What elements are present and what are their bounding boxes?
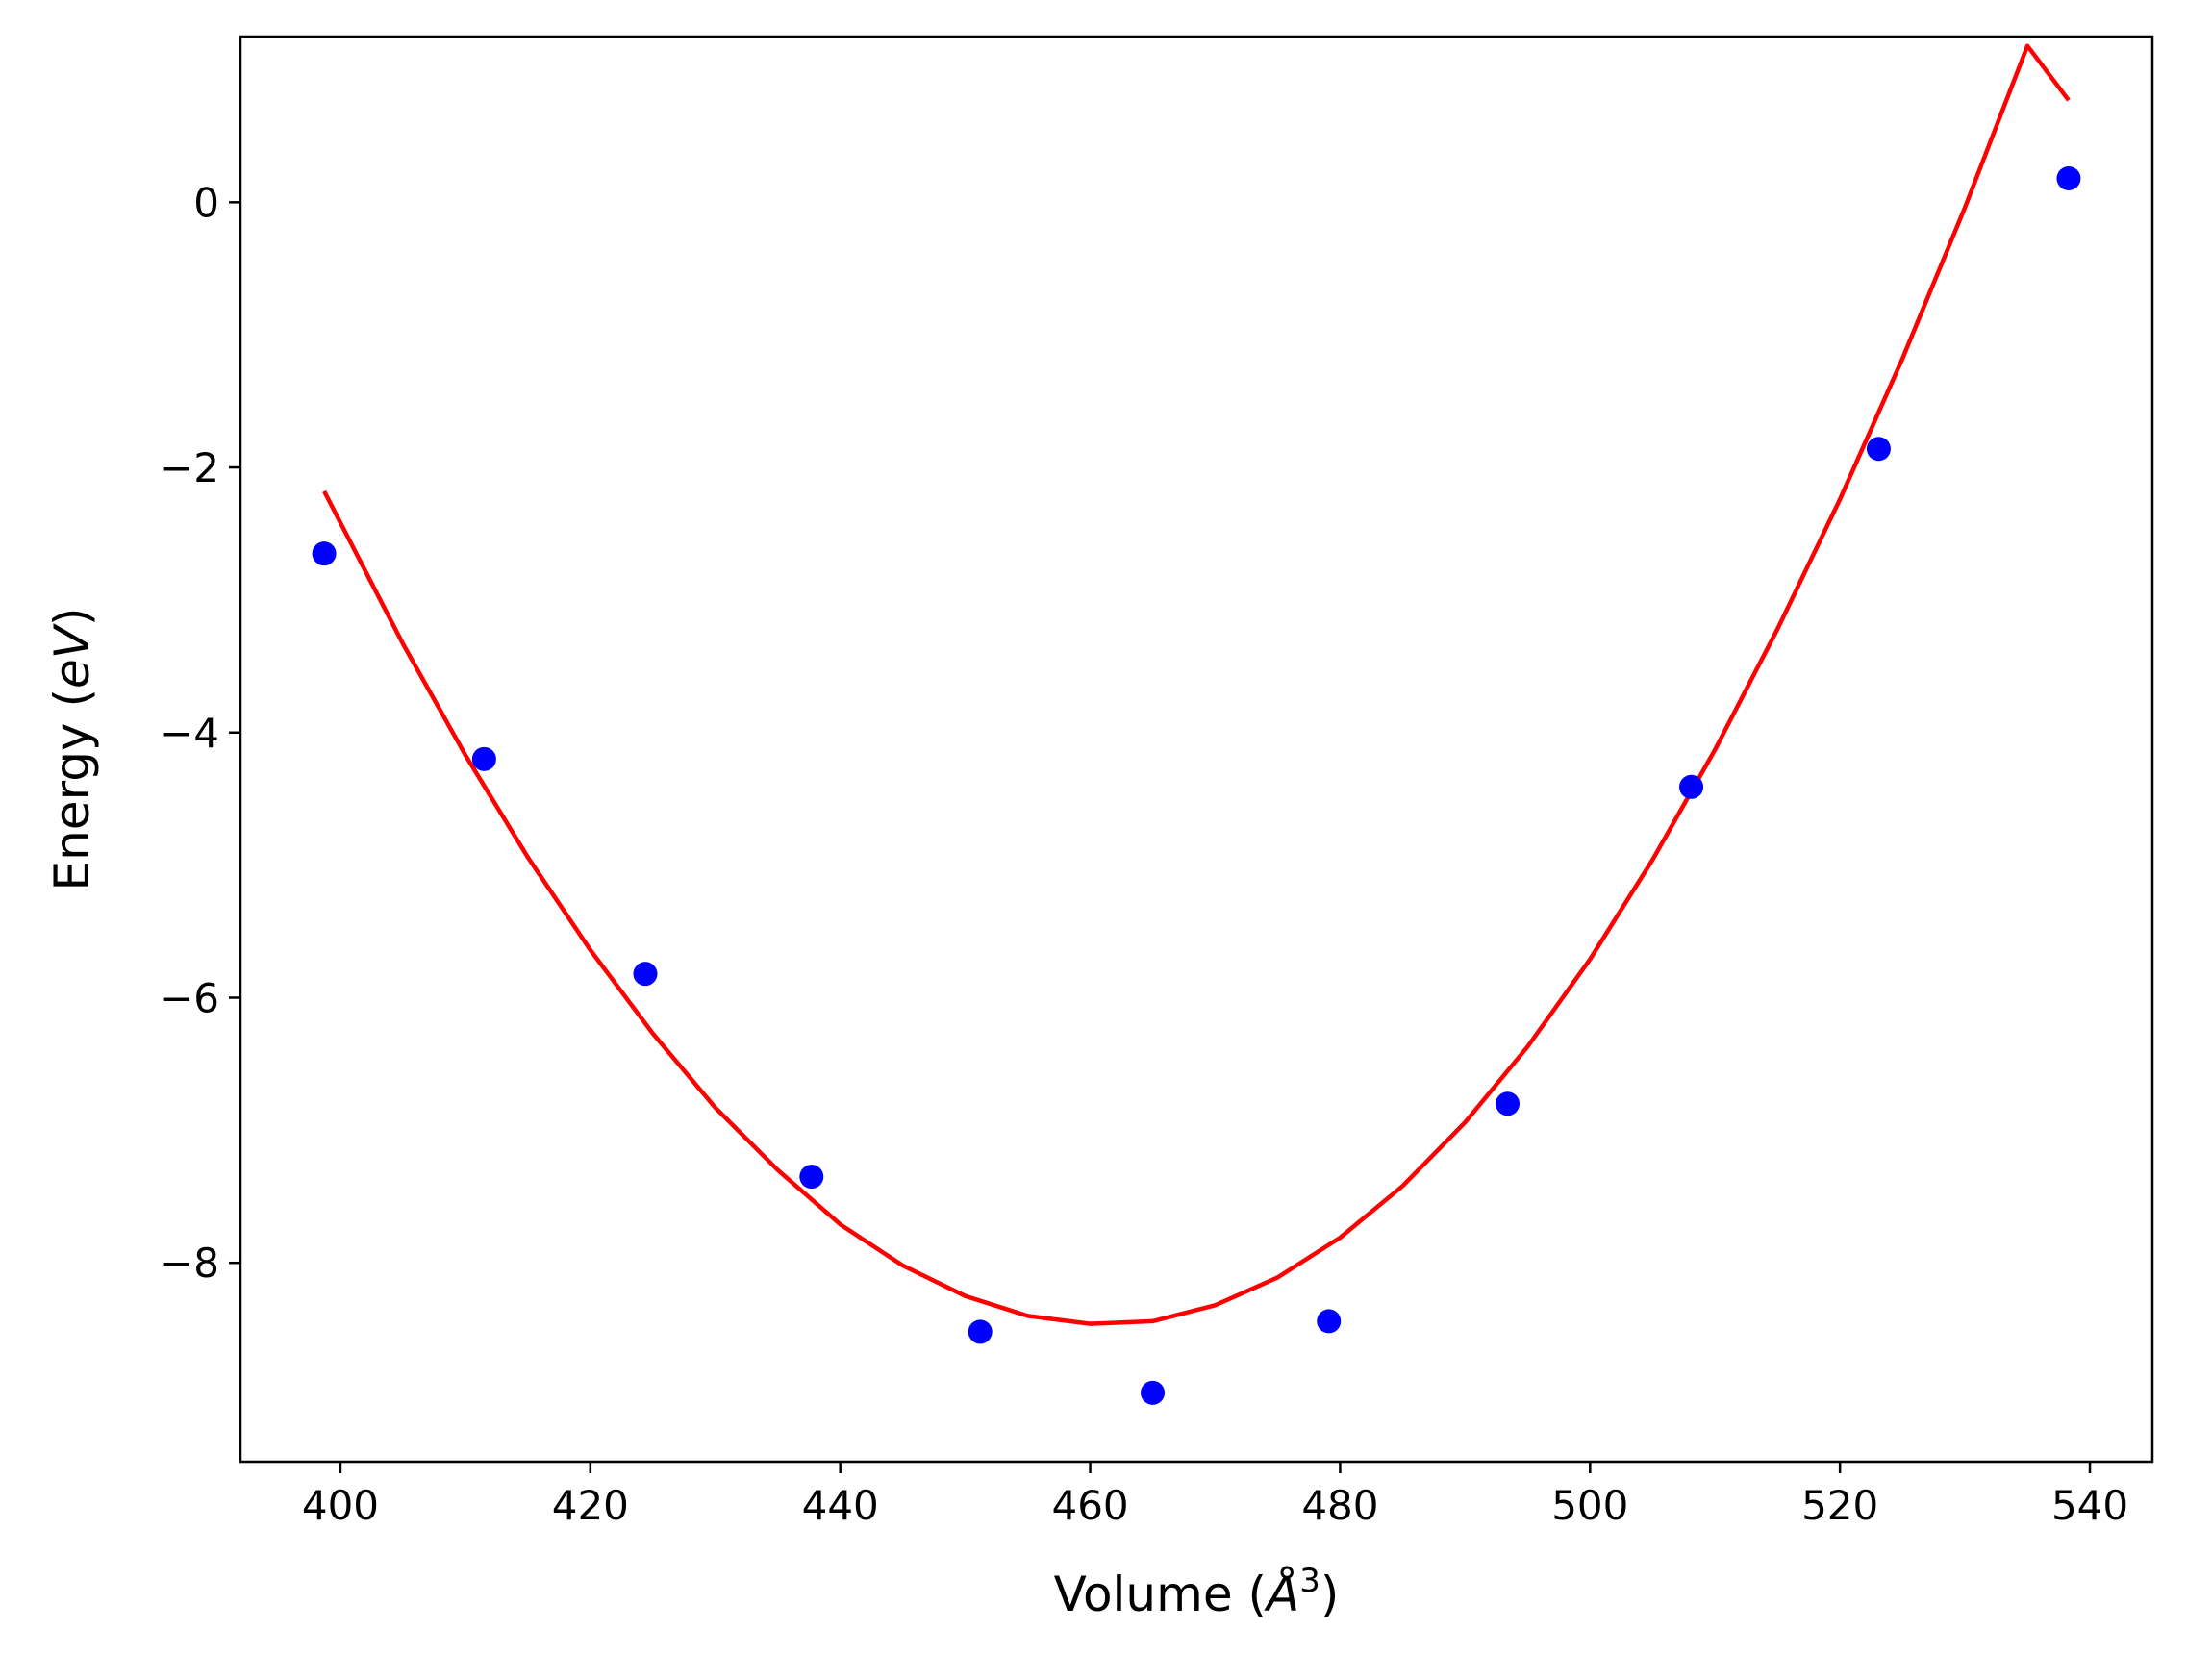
data-point (968, 1319, 993, 1344)
y-axis-title: Energy (eV) (44, 608, 100, 891)
data-point (1866, 437, 1891, 462)
data-point (1679, 774, 1704, 799)
fit-curve-line (322, 43, 2071, 1326)
data-point (2056, 166, 2081, 191)
plot-area (312, 43, 2081, 1405)
data-point (799, 1165, 824, 1190)
y-tick-label: 0 (193, 179, 219, 226)
data-point (471, 746, 496, 771)
data-point (1141, 1380, 1166, 1405)
y-tick-label: −8 (160, 1240, 219, 1287)
y-tick-label: −6 (160, 974, 219, 1021)
x-tick-label: 540 (2051, 1482, 2128, 1529)
x-tick-label: 480 (1301, 1482, 1378, 1529)
x-axis: 400 420 440 460 480 500 520 540 (302, 1462, 2128, 1529)
x-tick-label: 520 (1801, 1482, 1878, 1529)
x-tick-label: 400 (302, 1482, 379, 1529)
data-point (312, 541, 337, 566)
y-tick-label: −4 (160, 710, 219, 757)
data-point (1496, 1091, 1521, 1116)
x-tick-label: 460 (1051, 1482, 1128, 1529)
x-tick-label: 440 (802, 1482, 879, 1529)
x-axis-title: Volume (Å3) (1054, 1562, 1340, 1622)
y-axis: 0 −2 −4 −6 −8 (160, 179, 240, 1287)
data-point (633, 962, 658, 987)
x-tick-label: 500 (1551, 1482, 1628, 1529)
axes-frame (239, 35, 2154, 1464)
x-tick-label: 420 (552, 1482, 629, 1529)
y-tick-label: −2 (160, 444, 219, 491)
data-point (1317, 1309, 1342, 1334)
